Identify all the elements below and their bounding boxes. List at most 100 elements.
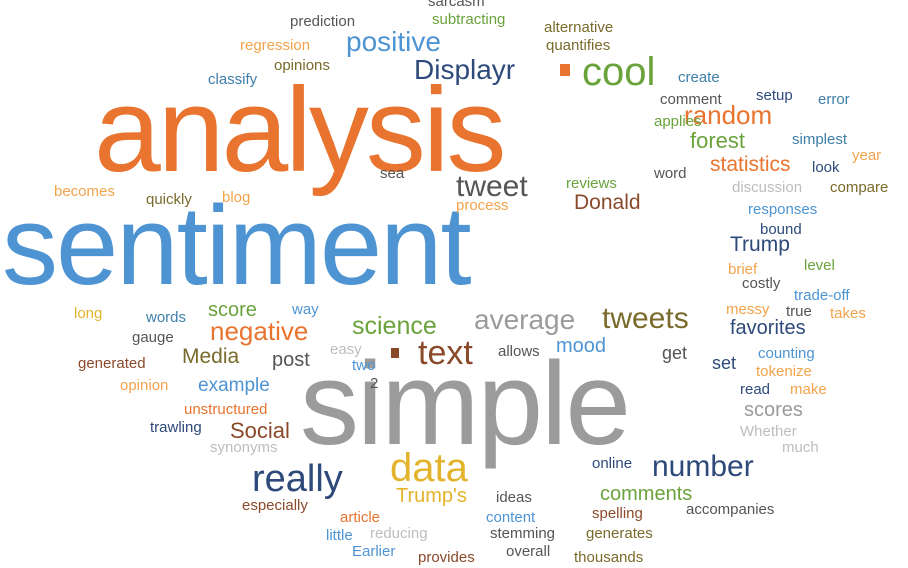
cloud-word: unstructured (184, 401, 268, 418)
cloud-word: Trump's (396, 485, 467, 507)
cloud-word: regression (240, 37, 311, 54)
cloud-word: mood (556, 335, 607, 357)
cloud-word: synonyms (210, 439, 278, 456)
cloud-word: look (812, 159, 840, 176)
cloud-word: 2 (370, 375, 379, 392)
cloud-word: post (272, 349, 310, 371)
cloud-word: simplest (792, 131, 848, 148)
cloud-word: Whether (740, 423, 797, 440)
cloud-word: online (592, 455, 633, 472)
cloud-word: opinion (120, 377, 169, 394)
cloud-word: score (208, 299, 257, 321)
cloud-word: bound (760, 221, 802, 238)
cloud-word: Media (182, 345, 240, 368)
cloud-word: applies (654, 113, 702, 130)
cloud-word: Donald (574, 191, 641, 214)
cloud-word: set (712, 353, 737, 373)
cloud-word: forest (690, 128, 746, 153)
cloud-word: accompanies (686, 501, 775, 518)
cloud-word: words (146, 309, 187, 326)
cloud-word: becomes (54, 183, 115, 200)
cloud-word: allows (498, 343, 540, 360)
cloud-word: opinions (274, 57, 330, 74)
cloud-word: text (418, 334, 473, 372)
cloud-word: little (326, 527, 353, 544)
cloud-word: favorites (730, 317, 806, 339)
cloud-word: generated (78, 355, 146, 372)
cloud-word: prediction (290, 13, 356, 30)
cloud-word: gauge (132, 329, 174, 346)
cloud-word: overall (506, 543, 551, 560)
cloud-word: tokenize (756, 363, 812, 380)
cloud-word: get (662, 343, 688, 363)
cloud-word: discussion (732, 179, 803, 196)
cloud-word: quantifies (546, 37, 611, 54)
cloud-word: read (740, 381, 771, 398)
cloud-word: compare (830, 179, 889, 196)
cloud-word: generates (586, 525, 653, 542)
cloud-word: word (654, 165, 687, 182)
cloud-word: easy (330, 341, 362, 358)
cloud-word: stemming (490, 525, 556, 542)
cloud-word: Social (230, 418, 290, 443)
cloud-word: level (804, 257, 835, 274)
cloud-word: counting (758, 345, 815, 362)
cloud-word: scores (744, 399, 803, 421)
cloud-word: messy (726, 301, 770, 318)
cloud-word: process (456, 197, 509, 214)
cloud-word: random (684, 100, 773, 130)
cloud-word: average (474, 304, 576, 335)
cloud-word: provides (418, 549, 475, 566)
cloud-word: analysis (94, 63, 507, 197)
cloud-word: sea (380, 165, 405, 182)
cloud-word: Earlier (352, 543, 396, 560)
cloud-word: tweet (456, 170, 528, 203)
cloud-word: reviews (566, 175, 617, 192)
cloud-word: blog (222, 189, 251, 206)
cloud-word: Displayr (414, 54, 516, 85)
cloud-word: cool (582, 50, 656, 94)
cloud-word: trade-off (794, 287, 850, 304)
cloud-word: comment (660, 91, 722, 108)
cloud-word: costly (742, 275, 781, 292)
cloud-word: thousands (574, 549, 644, 566)
cloud-word: trawling (150, 419, 202, 436)
cloud-word: comments (600, 483, 693, 505)
cloud-word: quickly (146, 191, 192, 208)
cloud-word: ideas (496, 489, 532, 506)
cloud-word: sarcasm (428, 0, 485, 10)
cloud-word: example (198, 375, 270, 396)
cloud-word: science (352, 312, 437, 340)
cloud-word: create (678, 69, 720, 86)
cloud-word: much (782, 439, 819, 456)
cloud-word: really (252, 458, 343, 500)
cloud-word: statistics (710, 153, 791, 176)
cloud-word: simple (300, 338, 631, 470)
cloud-word: setup (756, 87, 793, 104)
cloud-word: takes (830, 305, 866, 322)
cloud-word: number (652, 450, 754, 483)
cloud-word: reducing (370, 525, 428, 542)
cloud-word: brief (728, 261, 758, 278)
cloud-word: content (486, 509, 536, 526)
cloud-word: especially (242, 497, 308, 514)
cloud-word: year (852, 147, 882, 164)
cloud-word: negative (210, 316, 309, 346)
cloud-word: error (818, 91, 850, 108)
cloud-word: classify (208, 71, 258, 88)
cloud-word: true (786, 303, 812, 320)
cloud-word: way (292, 301, 319, 318)
cloud-word: Trump (730, 233, 790, 256)
cloud-word: data (390, 446, 468, 490)
cloud-word: two (352, 357, 376, 374)
cloud-word: positive (346, 26, 441, 57)
square-marker (391, 348, 399, 358)
square-marker (560, 64, 570, 76)
cloud-word: responses (748, 201, 818, 218)
cloud-word: long (74, 305, 103, 322)
cloud-word: make (790, 381, 827, 398)
cloud-word: spelling (592, 505, 643, 522)
cloud-word: sentiment (2, 183, 472, 308)
cloud-word: article (340, 509, 381, 526)
